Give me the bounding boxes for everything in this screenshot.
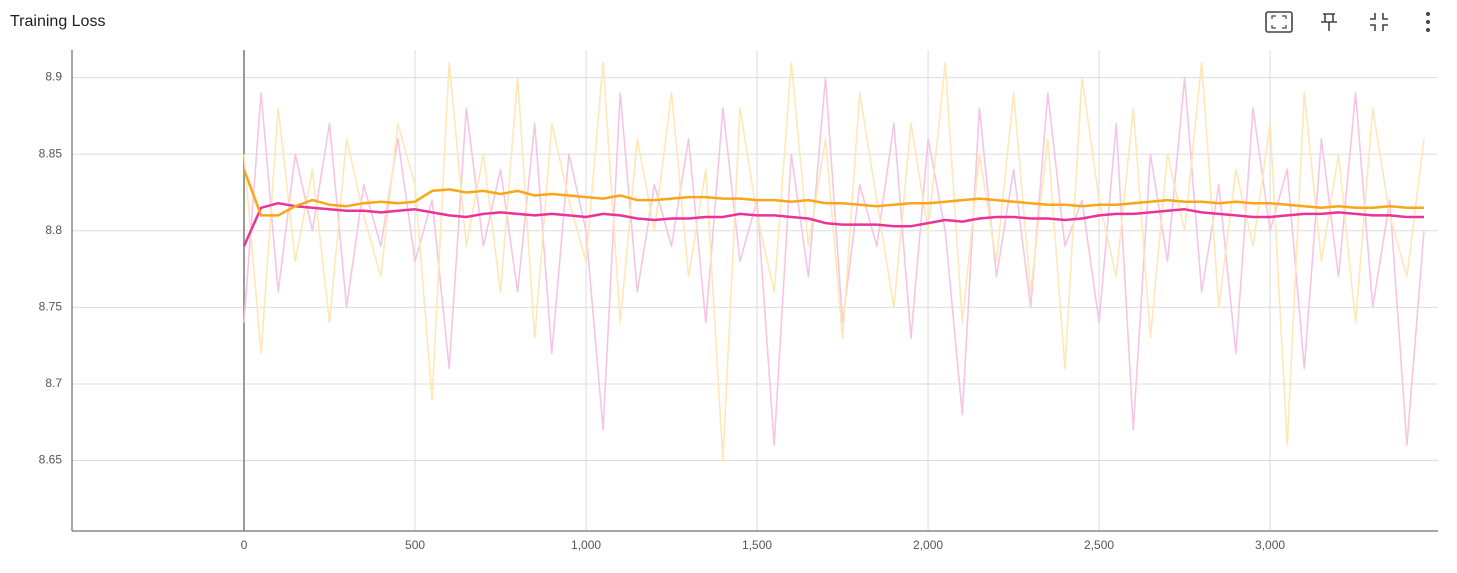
- x-tick-label: 500: [405, 538, 425, 552]
- x-tick-label: 2,000: [913, 538, 943, 552]
- y-tick-label: 8.65: [39, 453, 63, 467]
- toolbar: [1265, 11, 1430, 33]
- y-tick-label: 8.7: [45, 376, 62, 390]
- x-tick-label: 3,000: [1255, 538, 1285, 552]
- series-line: [242, 169, 1424, 217]
- menu-button[interactable]: [1426, 12, 1430, 32]
- y-tick-label: 8.75: [39, 300, 63, 314]
- y-tick-label: 8.85: [39, 146, 63, 160]
- series-line: [242, 201, 1424, 247]
- chart-title: Training Loss: [10, 13, 105, 30]
- fullscreen-button[interactable]: [1265, 11, 1293, 33]
- x-tick-label: 1,000: [571, 538, 601, 552]
- series-line: [243, 61, 1425, 462]
- grid: [72, 50, 1438, 531]
- plot-area: [242, 61, 1425, 462]
- collapse-button[interactable]: [1370, 13, 1388, 31]
- x-tick-label: 0: [241, 538, 248, 552]
- series-line: [243, 76, 1425, 447]
- y-tick-label: 8.8: [45, 223, 62, 237]
- pin-button[interactable]: [1321, 13, 1337, 31]
- y-tick-label: 8.9: [45, 70, 62, 84]
- x-tick-label: 1,500: [742, 538, 772, 552]
- x-tick-label: 2,500: [1084, 538, 1114, 552]
